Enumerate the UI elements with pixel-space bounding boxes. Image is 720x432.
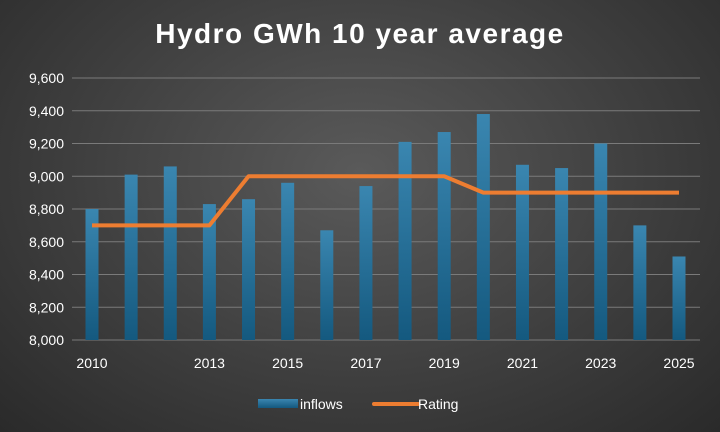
- x-tick-label: 2017: [350, 355, 381, 371]
- y-tick-label: 8,600: [29, 234, 64, 250]
- legend-layer: inflows Rating: [258, 396, 458, 412]
- bar-inflows: [515, 164, 529, 340]
- y-tick-label: 9,200: [29, 136, 64, 152]
- y-tick-label: 8,000: [29, 332, 64, 348]
- bar-inflows: [476, 114, 490, 341]
- y-tick-label: 9,000: [29, 168, 64, 184]
- axis-layer: 8,000 8,200 8,400 8,600 8,800 9,000 9,200 9,400…: [29, 70, 695, 371]
- bar-inflows: [202, 204, 216, 340]
- y-tick-label: 8,400: [29, 267, 64, 283]
- y-tick-label: 9,400: [29, 103, 64, 119]
- bar-inflows: [672, 256, 686, 340]
- bar-inflows: [437, 132, 451, 340]
- x-tick-label: 2010: [76, 355, 107, 371]
- x-tick-label: 2019: [429, 355, 460, 371]
- legend-swatch-inflows: [258, 399, 298, 408]
- y-tick-label: 9,600: [29, 70, 64, 86]
- bar-inflows: [320, 230, 334, 340]
- x-tick-label: 2025: [663, 355, 694, 371]
- bar-inflows: [633, 225, 647, 340]
- bar-inflows: [359, 186, 373, 340]
- y-tick-label: 8,800: [29, 201, 64, 217]
- line-rating: [92, 174, 679, 228]
- bar-inflows: [242, 199, 256, 340]
- bar-inflows: [281, 182, 295, 340]
- x-tick-label: 2015: [272, 355, 303, 371]
- bar-layer: [85, 114, 686, 341]
- legend-label-inflows: inflows: [300, 396, 343, 412]
- bar-inflows: [85, 209, 99, 340]
- y-tick-label: 8,200: [29, 299, 64, 315]
- bar-inflows: [163, 166, 177, 340]
- line-layer: [92, 174, 679, 228]
- chart-title: Hydro GWh 10 year average: [155, 18, 565, 49]
- legend-label-rating: Rating: [418, 396, 458, 412]
- bar-inflows: [555, 168, 569, 340]
- x-tick-label: 2023: [585, 355, 616, 371]
- x-tick-label: 2021: [507, 355, 538, 371]
- bar-inflows: [124, 174, 138, 340]
- bar-inflows: [594, 143, 608, 340]
- bar-inflows: [398, 141, 412, 340]
- x-tick-label: 2013: [194, 355, 225, 371]
